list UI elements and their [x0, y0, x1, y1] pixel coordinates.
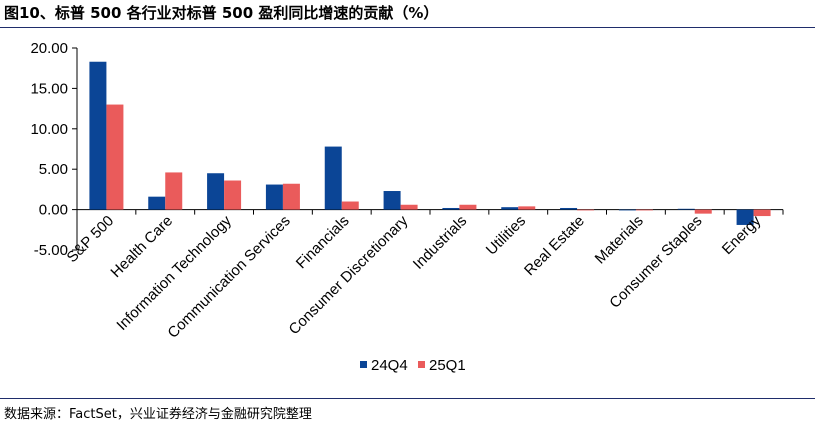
y-tick-label: 15.00	[30, 80, 68, 97]
category-label: Utilities	[483, 212, 529, 258]
bar-25q1	[224, 180, 242, 210]
bar-24q4	[677, 208, 695, 210]
category-label: Materials	[592, 212, 647, 267]
bar-24q4	[265, 184, 283, 210]
bar-24q4	[442, 207, 460, 210]
bar-25q1	[635, 209, 653, 211]
bar-24q4	[736, 209, 754, 225]
category-label: Real Estate	[521, 212, 588, 279]
source-rule	[0, 398, 815, 399]
bar-25q1	[282, 183, 300, 210]
y-tick-label: 20.00	[30, 40, 68, 57]
bar-25q1	[341, 201, 359, 210]
bar-25q1	[165, 172, 183, 210]
y-tick-label: 0.00	[39, 202, 68, 219]
category-label: Consumer Discretionary	[286, 212, 412, 338]
bar-24q4	[618, 209, 636, 211]
category-label: S&P 500	[64, 212, 118, 266]
title-rule	[0, 27, 815, 28]
legend-label: 24Q4	[371, 357, 408, 374]
bar-25q1	[400, 204, 418, 210]
bar-24q4	[560, 207, 578, 210]
source-note: 数据来源：FactSet，兴业证券经济与金融研究院整理	[4, 407, 312, 422]
bar-25q1	[459, 204, 477, 210]
legend-swatch-24q4	[360, 361, 367, 368]
bar-25q1	[518, 206, 536, 210]
category-label: Industrials	[410, 212, 470, 272]
y-tick-label: -5.00	[34, 242, 68, 259]
bar-24q4	[148, 196, 166, 210]
legend-swatch-25q1	[418, 361, 425, 368]
bar-24q4	[207, 173, 225, 210]
bar-24q4	[324, 146, 342, 210]
bar-24q4	[383, 191, 401, 210]
bar-25q1	[577, 209, 595, 211]
legend-label: 25Q1	[429, 357, 466, 374]
bar-24q4	[501, 207, 519, 210]
bar-25q1	[694, 209, 712, 214]
bar-24q4	[89, 61, 107, 210]
chart-title: 图10、标普 500 各行业对标普 500 盈利同比增速的贡献（%）	[4, 4, 439, 22]
y-tick-label: 5.00	[39, 161, 68, 178]
category-label: Information Technology	[113, 212, 235, 334]
bar-25q1	[106, 104, 124, 210]
y-tick-label: 10.00	[30, 121, 68, 138]
category-label: Communication Services	[164, 212, 293, 341]
category-label: Financials	[293, 212, 353, 272]
bar-25q1	[753, 209, 771, 217]
